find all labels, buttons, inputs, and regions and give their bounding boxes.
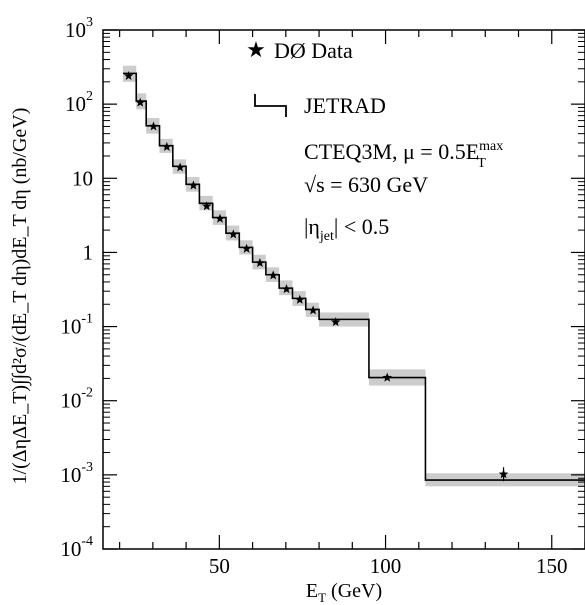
y-tick-base: 10 [60,315,81,339]
data-point [382,372,392,382]
data-point [123,70,134,80]
legend-energy-label: √s = 630 GeV [304,172,428,197]
y-tick-base: 10 [60,463,81,487]
y-tick-exponent: -3 [81,460,93,475]
data-point [228,229,239,239]
y-tick-label: 10-2 [60,386,93,413]
data-point [281,284,292,294]
x-axis-label-main: E [306,580,318,602]
uncertainty-band [122,65,585,487]
y-tick-label: 10-3 [60,460,93,487]
legend-eta-post: | < 0.5 [334,214,389,239]
x-tick-labels: 50 100 150 [209,554,568,578]
data-point [148,121,159,131]
data-point [162,141,172,151]
legend: ★ DØ Data JETRAD CTEQ3M, μ = 0.5Emax T √s… [246,37,503,244]
y-tick-base: 1 [83,240,94,264]
legend-model-symbol [254,94,287,117]
data-point [201,201,212,211]
data-point [295,294,305,304]
axis-ticks [103,29,585,550]
y-tick-label: 103 [65,15,93,42]
data-point [215,213,225,223]
y-tick-exponent: -2 [81,386,93,401]
data-point [498,469,509,479]
legend-energy-text: s = 630 GeV [316,172,428,197]
y-tick-label: 102 [65,89,93,116]
data-point [135,97,145,107]
x-tick-label: 100 [370,554,402,578]
data-point [308,305,318,315]
data-point [188,180,199,190]
y-tick-exponent: -1 [81,312,93,327]
legend-data-label: DØ Data [274,38,353,63]
jetrad-step-line [122,72,585,481]
data-point [255,258,265,268]
data-points [123,70,509,482]
y-tick-label: 1 [83,240,94,264]
legend-eta-pre: |η [304,214,320,239]
legend-pdf-sub: T [477,156,486,171]
y-axis-label: 1/(ΔηΔE_T)∫∫d²σ/(dE_T dη)dE_T dη (nb/GeV… [9,108,32,485]
data-point [175,162,185,172]
x-tick-label: 150 [536,554,568,578]
data-point [268,270,278,280]
legend-data-marker: ★ [246,37,266,62]
y-tick-label: 10-1 [60,312,93,339]
y-tick-exponent: 2 [86,89,93,104]
y-tick-base: 10 [65,18,86,42]
legend-eta-label: |ηjet| < 0.5 [304,214,389,244]
y-tick-base: 10 [72,166,93,190]
y-tick-exponent: 3 [86,15,93,30]
plot-frame [102,29,585,550]
y-tick-label: 10 [72,166,93,190]
x-axis-label-sub: T [318,590,326,605]
legend-pdf-sup: max [479,139,503,154]
sqrt-symbol: √ [304,172,317,197]
x-tick-label: 50 [209,554,230,578]
y-tick-label: 10-4 [60,534,93,561]
legend-eta-sub: jet [319,229,334,244]
y-tick-base: 10 [65,92,86,116]
legend-pdf-label: CTEQ3M, μ = 0.5Emax T [304,139,503,171]
legend-pdf-prefix: CTEQ3M, μ = 0.5E [304,139,479,164]
y-tick-base: 10 [60,389,81,413]
data-point [330,317,341,327]
x-axis-label: ET (GeV) [306,580,382,605]
x-axis-label-unit: (GeV) [326,580,382,602]
data-point [241,243,252,253]
y-tick-base: 10 [60,537,81,561]
y-tick-exponent: -4 [81,534,93,549]
legend-model-label: JETRAD [304,93,386,118]
